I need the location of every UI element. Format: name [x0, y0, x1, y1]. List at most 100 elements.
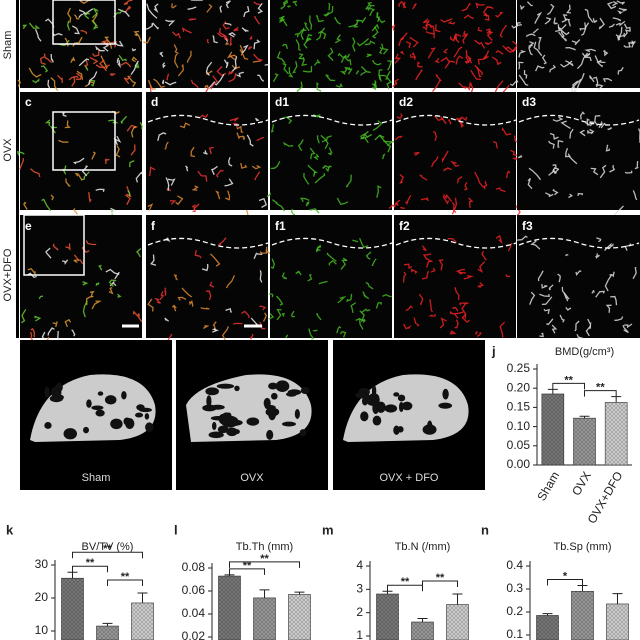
signal [39, 56, 46, 66]
signal [345, 174, 352, 188]
ct-pore [145, 422, 154, 433]
signal [385, 70, 391, 80]
signal [426, 258, 434, 268]
signal [532, 28, 539, 34]
signal [623, 23, 631, 32]
signal [28, 22, 41, 29]
signal [190, 79, 199, 89]
signal [325, 165, 332, 173]
signal [316, 135, 320, 144]
signal [145, 23, 153, 30]
signal [623, 45, 631, 48]
ct-pore [285, 391, 297, 397]
signal [173, 44, 179, 55]
ct-pore [268, 382, 278, 390]
signal [228, 72, 237, 83]
signal [65, 243, 71, 251]
signal [224, 22, 232, 26]
signal [584, 8, 594, 23]
signal [257, 74, 265, 82]
signal [131, 48, 137, 52]
signal [450, 160, 460, 168]
signal [388, 202, 397, 209]
signal [576, 52, 589, 70]
signal [292, 0, 298, 7]
signal [449, 330, 457, 335]
signal [228, 157, 233, 167]
signal [205, 70, 213, 76]
signal [442, 193, 453, 202]
error-bar [542, 613, 553, 616]
signal [313, 59, 321, 66]
signal [394, 53, 402, 64]
signal [259, 270, 263, 283]
row-label: Sham [2, 31, 14, 60]
signal [58, 139, 69, 143]
signal [511, 24, 522, 29]
signal [405, 41, 412, 49]
ct-pore [281, 421, 297, 427]
signal [468, 57, 473, 64]
signal [455, 33, 462, 43]
signal [499, 321, 506, 338]
signal [253, 252, 263, 259]
signal [366, 71, 371, 74]
signal [210, 253, 221, 267]
ct-pore [144, 413, 150, 420]
signal [219, 5, 223, 13]
row-label: OVX+DFO [2, 248, 14, 301]
signal [105, 268, 120, 276]
bar-hatch [536, 615, 559, 640]
signal [312, 329, 318, 332]
ct-caption: OVX [240, 472, 264, 484]
signal [295, 39, 302, 51]
bar-hatch [411, 622, 434, 640]
signal [449, 310, 454, 315]
signal [615, 20, 626, 27]
signal [72, 157, 85, 165]
signal [123, 75, 132, 84]
signal [483, 180, 488, 190]
signal [337, 52, 345, 63]
signal [461, 302, 467, 319]
signal [120, 61, 132, 68]
signal [378, 69, 383, 81]
signal [95, 64, 110, 68]
signal [211, 328, 220, 333]
signal [405, 305, 413, 312]
signal [483, 50, 490, 60]
signal [431, 79, 441, 93]
signal [401, 1, 407, 9]
signal [135, 171, 143, 183]
signal [440, 18, 453, 23]
sig-label: ** [401, 576, 410, 588]
ct-pore [265, 407, 280, 417]
signal [197, 170, 208, 182]
signal [57, 74, 63, 83]
signal [88, 192, 92, 204]
ct-pore [95, 409, 105, 417]
ct-pore [136, 404, 145, 411]
error-bar [612, 593, 623, 604]
signal [206, 38, 210, 44]
signal [571, 39, 581, 46]
signal [391, 24, 396, 32]
signal [252, 60, 261, 63]
signal [564, 18, 571, 27]
signal [515, 22, 521, 28]
panel-letter: k [6, 522, 14, 537]
sig-label: ** [243, 560, 252, 572]
signal [417, 61, 423, 68]
signal [50, 194, 55, 201]
signal [236, 132, 243, 140]
signal [596, 59, 604, 68]
signal [511, 40, 519, 52]
signal [403, 263, 413, 270]
signal [360, 133, 373, 138]
sig-label: ** [103, 543, 112, 555]
signal [166, 73, 170, 81]
signal [352, 239, 359, 243]
signal [607, 127, 612, 131]
signal [249, 35, 253, 40]
signal [623, 29, 630, 38]
